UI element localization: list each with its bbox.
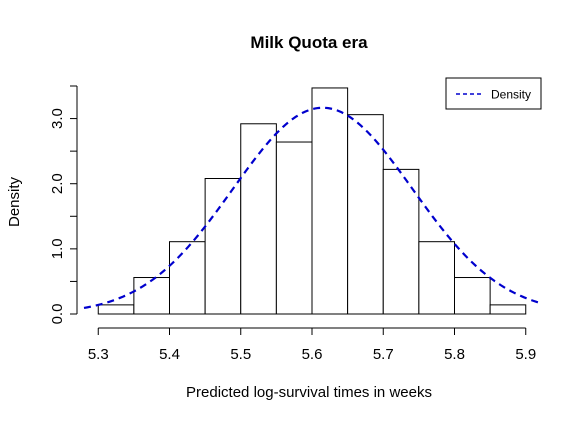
x-tick-label: 5.9 [515, 346, 536, 363]
y-tick-label: 3.0 [49, 108, 66, 129]
y-axis-label: Density [6, 176, 23, 227]
y-tick-label: 0.0 [49, 304, 66, 325]
histogram-bars [97, 87, 527, 315]
legend: Density [445, 77, 542, 110]
histogram-bar-12 [489, 304, 527, 315]
chart-title: Milk Quota era [250, 33, 368, 52]
y-tick-label: 2.0 [49, 173, 66, 194]
histogram-bar-2 [133, 277, 170, 315]
histogram-bar-9 [382, 168, 420, 315]
y-axis: 0.0 1.0 2.0 3.0 [49, 85, 78, 325]
histogram-bar-3 [169, 241, 206, 315]
x-tick-label: 5.4 [159, 346, 180, 363]
histogram-bar-5 [240, 123, 277, 315]
x-tick-label: 5.8 [444, 346, 465, 363]
histogram-bar-6 [275, 141, 313, 315]
x-tick-label: 5.3 [88, 346, 109, 363]
histogram-bar-8 [347, 114, 384, 315]
legend-density-label: Density [491, 88, 531, 102]
histogram-bar-4 [204, 178, 242, 315]
x-tick-label: 5.6 [302, 346, 323, 363]
histogram-bar-7 [311, 87, 349, 315]
y-tick-label: 1.0 [49, 238, 66, 259]
x-tick-label: 5.5 [230, 346, 251, 363]
legend-box [445, 77, 542, 110]
histogram-bar-10 [418, 241, 455, 315]
x-axis-label: Predicted log-survival times in weeks [186, 384, 432, 401]
x-tick-label: 5.7 [373, 346, 394, 363]
x-axis: 5.3 5.4 5.5 5.6 5.7 5.8 5.9 [88, 327, 536, 363]
histogram-bar-11 [454, 277, 491, 315]
histogram-bar-1 [97, 304, 135, 315]
density-curve [83, 106, 541, 310]
